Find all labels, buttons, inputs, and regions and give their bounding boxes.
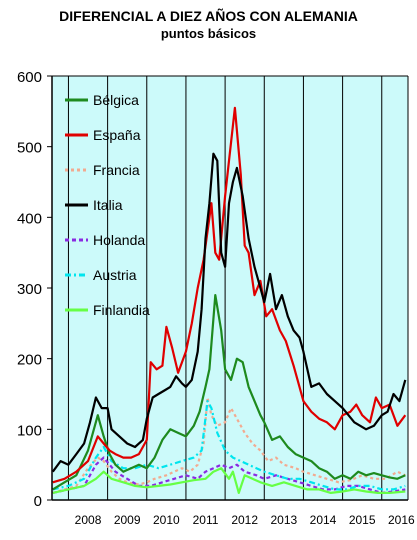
series-line-austria: [52, 400, 406, 491]
legend-label: Austria: [93, 267, 137, 283]
legend-label: Holanda: [93, 232, 145, 248]
x-tick-label: 2011: [193, 513, 219, 527]
chart-title: DIFERENCIAL A DIEZ AÑOS CON ALEMANIA: [59, 8, 358, 24]
legend-label: España: [93, 127, 141, 143]
x-tick-label: 2009: [114, 513, 141, 527]
y-tick-label: 600: [17, 69, 42, 86]
x-tick-label: 2013: [270, 513, 297, 527]
x-tick-label: 2008: [75, 513, 102, 527]
y-tick-label: 500: [17, 140, 42, 157]
series-line-francia: [52, 396, 406, 494]
y-tick-label: 100: [17, 422, 42, 439]
legend-label: Finlandia: [93, 302, 150, 318]
y-tick-label: 200: [17, 352, 42, 369]
legend-label: Bélgica: [93, 92, 139, 108]
x-tick-label: 2014: [310, 513, 337, 527]
y-tick-label: 300: [17, 281, 42, 298]
series-line-italia: [51, 152, 407, 473]
y-tick-label: 400: [17, 210, 42, 227]
chart-subtitle: puntos básicos: [160, 26, 257, 41]
legend-label: Francia: [93, 162, 140, 178]
series-line-españa: [52, 106, 407, 484]
series-line-holanda: [52, 456, 406, 494]
series-line-finlandia: [52, 467, 406, 494]
y-tick-label: 0: [34, 493, 42, 510]
x-tick-label: 2016: [388, 513, 415, 527]
x-tick-label: 2015: [349, 513, 376, 527]
x-tick-label: 2010: [153, 513, 180, 527]
legend-label: Italia: [93, 197, 123, 213]
series-line-bélgica: [52, 294, 406, 491]
x-tick-label: 2012: [231, 513, 258, 527]
